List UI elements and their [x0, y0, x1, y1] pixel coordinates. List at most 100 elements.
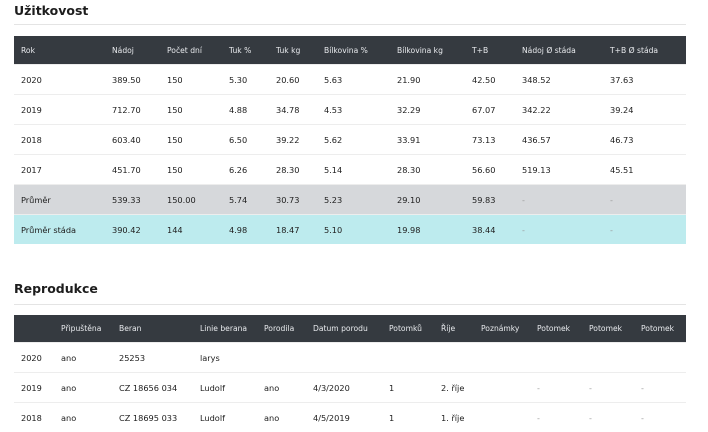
- cell-protein-kg: 29.10: [390, 185, 465, 215]
- cell-protein-pct: 5.14: [317, 155, 390, 185]
- cell-protein-pct: 5.62: [317, 125, 390, 155]
- col-header-offspring-count[interactable]: Potomků: [382, 315, 434, 343]
- cell-protein-kg: 19.98: [390, 215, 465, 245]
- col-header-protein-pct[interactable]: Bílkovina %: [317, 36, 390, 65]
- performance-header-row: Rok Nádoj Počet dní Tuk % Tuk kg Bílkovi…: [14, 36, 686, 65]
- cell-offspring-2: [582, 343, 634, 373]
- cell-protein-pct: 5.23: [317, 185, 390, 215]
- cell-protein-pct: 5.63: [317, 65, 390, 95]
- cell-days: 150.00: [160, 185, 222, 215]
- cell-protein-kg: 21.90: [390, 65, 465, 95]
- table-row: 2019 712.70 150 4.88 34.78 4.53 32.29 67…: [14, 95, 686, 125]
- cell-protein-kg: 32.29: [390, 95, 465, 125]
- col-header-herd-fat-protein[interactable]: T+B Ø stáda: [603, 36, 686, 65]
- average-row: Průměr 539.33 150.00 5.74 30.73 5.23 29.…: [14, 185, 686, 215]
- cell-offspring-count: 1: [382, 373, 434, 403]
- col-header-offspring-1[interactable]: Potomek: [530, 315, 582, 343]
- cell-year: 2019: [14, 373, 54, 403]
- col-header-year[interactable]: Rok: [14, 36, 105, 65]
- cell-ram-line: larys: [193, 343, 257, 373]
- cell-fat-kg: 18.47: [269, 215, 317, 245]
- cell-herd-average-label: Průměr stáda: [14, 215, 105, 245]
- cell-fat-kg: 30.73: [269, 185, 317, 215]
- cell-year: 2019: [14, 95, 105, 125]
- col-header-ram-line[interactable]: Linie berana: [193, 315, 257, 343]
- cell-fat-kg: 39.22: [269, 125, 317, 155]
- cell-gave-birth: ano: [257, 373, 306, 403]
- col-header-fat-kg[interactable]: Tuk kg: [269, 36, 317, 65]
- cell-milk-yield: 712.70: [105, 95, 160, 125]
- cell-mated: ano: [54, 373, 112, 403]
- cell-notes: [474, 373, 530, 403]
- cell-herd-milk-yield: 348.52: [515, 65, 603, 95]
- cell-notes: [474, 343, 530, 373]
- cell-milk-yield: 389.50: [105, 65, 160, 95]
- cell-offspring-count: [382, 343, 434, 373]
- col-header-herd-milk-yield[interactable]: Nádoj Ø stáda: [515, 36, 603, 65]
- cell-fat-protein: 67.07: [465, 95, 515, 125]
- col-header-notes[interactable]: Poznámky: [474, 315, 530, 343]
- cell-milk-yield: 539.33: [105, 185, 160, 215]
- cell-average-label: Průměr: [14, 185, 105, 215]
- reproduction-title: Reprodukce: [14, 281, 98, 296]
- cell-ram: CZ 18656 034: [112, 373, 193, 403]
- cell-herd-milk-yield: 436.57: [515, 125, 603, 155]
- cell-herd-fat-protein: 39.24: [603, 95, 686, 125]
- cell-protein-kg: 33.91: [390, 125, 465, 155]
- col-header-fat-protein[interactable]: T+B: [465, 36, 515, 65]
- reproduction-divider: [14, 304, 686, 305]
- cell-herd-fat-protein: 46.73: [603, 125, 686, 155]
- cell-ram: 25253: [112, 343, 193, 373]
- reproduction-header-row: Připuštěna Beran Linie berana Porodila D…: [14, 315, 686, 343]
- col-header-offspring-2[interactable]: Potomek: [582, 315, 634, 343]
- col-header-heat[interactable]: Říje: [434, 315, 474, 343]
- cell-heat: [434, 343, 474, 373]
- cell-offspring-1: [530, 343, 582, 373]
- cell-herd-milk-yield: -: [515, 185, 603, 215]
- cell-offspring-2: -: [582, 373, 634, 403]
- cell-ram-line: Ludolf: [193, 373, 257, 403]
- cell-fat-pct: 4.88: [222, 95, 269, 125]
- col-header-offspring-3[interactable]: Potomek: [634, 315, 686, 343]
- table-row: 2018 603.40 150 6.50 39.22 5.62 33.91 73…: [14, 125, 686, 155]
- cell-herd-fat-protein: -: [603, 215, 686, 245]
- cell-herd-fat-protein: 37.63: [603, 65, 686, 95]
- cell-birth-date: 4/3/2020: [306, 373, 382, 403]
- performance-table: Rok Nádoj Počet dní Tuk % Tuk kg Bílkovi…: [14, 36, 686, 244]
- cell-days: 150: [160, 155, 222, 185]
- table-row: 2020 389.50 150 5.30 20.60 5.63 21.90 42…: [14, 65, 686, 95]
- cell-days: 150: [160, 65, 222, 95]
- table-row: 2017 451.70 150 6.26 28.30 5.14 28.30 56…: [14, 155, 686, 185]
- cell-gave-birth: [257, 343, 306, 373]
- col-header-gave-birth[interactable]: Porodila: [257, 315, 306, 343]
- cell-fat-protein: 56.60: [465, 155, 515, 185]
- herd-average-row: Průměr stáda 390.42 144 4.98 18.47 5.10 …: [14, 215, 686, 245]
- col-header-fat-pct[interactable]: Tuk %: [222, 36, 269, 65]
- cell-fat-protein: 59.83: [465, 185, 515, 215]
- col-header-protein-kg[interactable]: Bílkovina kg: [390, 36, 465, 65]
- cell-year: 2020: [14, 65, 105, 95]
- col-header-mated[interactable]: Připuštěna: [54, 315, 112, 343]
- cell-days: 150: [160, 95, 222, 125]
- cell-year: 2020: [14, 343, 54, 373]
- col-header-milk-yield[interactable]: Nádoj: [105, 36, 160, 65]
- cell-days: 150: [160, 125, 222, 155]
- cell-fat-pct: 6.50: [222, 125, 269, 155]
- cell-mated: ano: [54, 343, 112, 373]
- col-header-birth-date[interactable]: Datum porodu: [306, 315, 382, 343]
- col-header-year[interactable]: [14, 315, 54, 343]
- cell-protein-kg: 28.30: [390, 155, 465, 185]
- cell-fat-kg: 34.78: [269, 95, 317, 125]
- cell-offspring-1: -: [530, 373, 582, 403]
- cell-fat-pct: 4.98: [222, 215, 269, 245]
- cell-herd-milk-yield: 519.13: [515, 155, 603, 185]
- cell-birth-date: [306, 343, 382, 373]
- cell-year: 2018: [14, 125, 105, 155]
- cell-heat: 2. říje: [434, 373, 474, 403]
- col-header-ram[interactable]: Beran: [112, 315, 193, 343]
- cell-fat-kg: 28.30: [269, 155, 317, 185]
- cell-herd-fat-protein: -: [603, 185, 686, 215]
- cell-milk-yield: 390.42: [105, 215, 160, 245]
- cell-fat-pct: 6.26: [222, 155, 269, 185]
- col-header-days[interactable]: Počet dní: [160, 36, 222, 65]
